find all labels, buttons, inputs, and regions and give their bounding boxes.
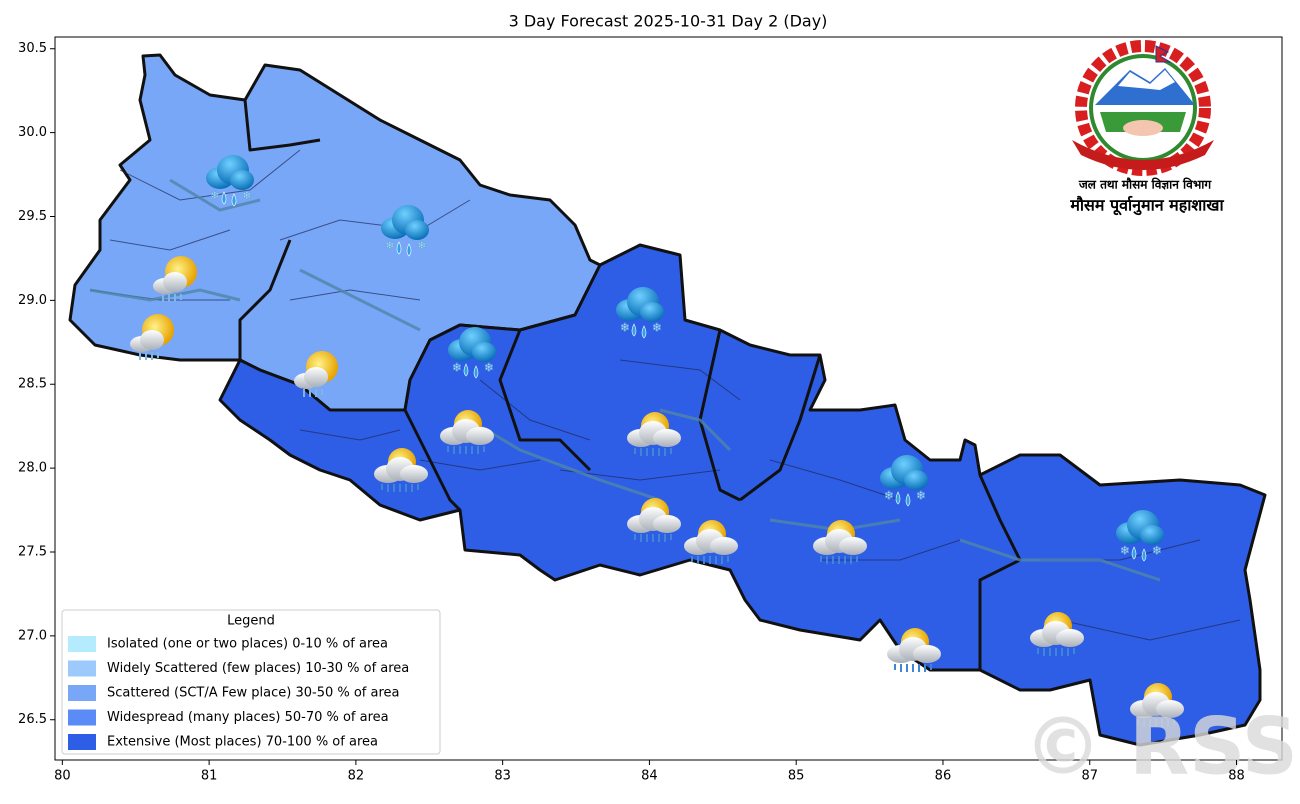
logo-snow [1118,70,1175,90]
legend-label: Widespread (many places) 50-70 % of area [107,710,389,725]
x-tick-label: 84 [641,769,658,784]
y-tick-label: 28.5 [18,377,47,392]
logo-hands [1123,120,1163,136]
legend-label: Widely Scattered (few places) 10-30 % of… [107,661,409,676]
legend: Legend Isolated (one or two places) 0-10… [61,609,441,755]
y-tick-label: 29.5 [18,209,47,224]
y-tick-label: 28.0 [18,461,47,476]
y-tick-label: 27.5 [18,544,47,559]
y-tick-label: 27.0 [18,628,47,643]
y-tick-label: 26.5 [18,712,47,727]
logo-ring [1075,40,1211,176]
legend-box [61,609,441,755]
x-tick-label: 86 [935,769,952,784]
x-tick-label: 85 [788,769,805,784]
x-tick-label: 88 [1228,769,1245,784]
logo-leaves [1089,54,1197,162]
y-tick-label: 30.5 [18,41,47,56]
x-tick-label: 87 [1081,769,1098,784]
x-tick-label: 83 [494,769,511,784]
logo-line-2: मौसम पूर्वानुमान महाशाखा [1069,196,1224,216]
legend-label: Scattered (SCT/A Few place) 30-50 % of a… [107,686,400,701]
legend-swatch [68,660,96,677]
legend-label: Extensive (Most places) 70-100 % of area [107,735,378,750]
y-tick-label: 30.0 [18,125,47,140]
chart-title: 3 Day Forecast 2025-10-31 Day 2 (Day) [509,12,828,31]
x-tick-label: 80 [54,769,71,784]
legend-title: Legend [227,614,275,629]
legend-swatch [68,709,96,726]
logo: जल तथा मौसम विज्ञान विभाग मौसम पूर्वानुम… [1069,40,1225,216]
x-tick-label: 82 [348,769,365,784]
logo-banner [1072,140,1214,170]
legend-swatch [68,685,96,701]
watermark: © RSS [1024,702,1298,792]
province-borders [238,99,1022,670]
legend-label: Isolated (one or two places) 0-10 % of a… [107,637,388,652]
plot-frame [54,36,1283,761]
logo-line-1: जल तथा मौसम विज्ञान विभाग [1078,178,1213,192]
x-tick-label: 81 [201,769,218,784]
logo-flag [1155,45,1172,63]
legend-swatch [68,636,96,652]
legend-swatch [68,734,96,750]
y-tick-label: 29.0 [18,293,47,308]
